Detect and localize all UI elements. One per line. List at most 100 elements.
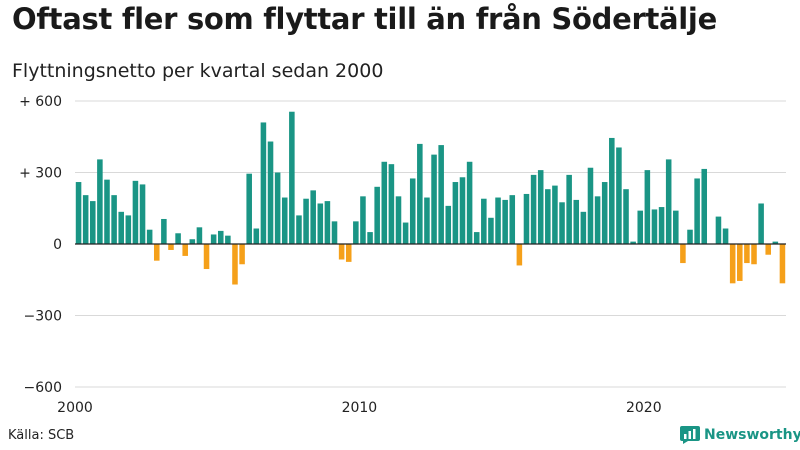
- bar: [324, 201, 331, 244]
- bar: [601, 182, 608, 244]
- bar: [424, 197, 430, 244]
- bar: [153, 244, 160, 261]
- bar: [744, 244, 750, 264]
- bar: [168, 244, 174, 250]
- y-tick-label: + 600: [19, 94, 62, 110]
- bar: [587, 167, 594, 244]
- bars-layer: [75, 111, 786, 285]
- bar: [381, 161, 388, 244]
- bar: [139, 184, 146, 244]
- bar: [701, 168, 708, 244]
- y-tick-label: −600: [24, 380, 62, 396]
- bar: [239, 244, 245, 265]
- bar: [623, 189, 629, 244]
- bar: [665, 159, 672, 244]
- source-note: Källa: SCB: [8, 428, 75, 443]
- bar: [466, 161, 473, 244]
- bar: [729, 244, 736, 284]
- bar: [722, 228, 729, 244]
- bar: [715, 216, 722, 244]
- bar: [473, 232, 480, 244]
- bar: [452, 182, 459, 244]
- bar: [445, 205, 452, 244]
- bar: [175, 233, 181, 244]
- bar: [111, 195, 117, 244]
- bar: [438, 145, 444, 244]
- bar: [502, 199, 508, 244]
- bar: [360, 196, 366, 244]
- y-tick-labels: + 600 + 300 0 −300 −600: [19, 94, 62, 396]
- bar: [573, 199, 580, 244]
- bar: [246, 173, 252, 244]
- bar: [758, 203, 764, 244]
- bar: [161, 218, 167, 244]
- bar: [651, 209, 658, 244]
- bar: [189, 239, 196, 244]
- bar: [417, 143, 423, 244]
- bar: [779, 244, 786, 284]
- bar: [509, 195, 516, 244]
- bar: [317, 203, 324, 244]
- bar: [516, 244, 523, 266]
- bar: [75, 182, 82, 244]
- bar: [367, 232, 373, 244]
- bar: [609, 137, 615, 244]
- x-tick-label: 2000: [57, 400, 93, 416]
- bar: [644, 170, 651, 244]
- bar: [196, 227, 203, 244]
- bar: [772, 241, 779, 244]
- bar: [694, 178, 700, 244]
- bar: [267, 141, 274, 244]
- bar: [253, 228, 260, 244]
- bar: [658, 207, 665, 244]
- bar: [353, 221, 359, 244]
- bar: [395, 196, 402, 244]
- bar: [289, 111, 295, 244]
- bar: [210, 234, 217, 244]
- bar: [104, 179, 110, 244]
- x-tick-label: 2020: [626, 400, 662, 416]
- bar: [687, 229, 693, 244]
- chart-subtitle: Flyttningsnetto per kvartal sedan 2000: [12, 60, 384, 82]
- bar: [580, 211, 587, 244]
- bar: [616, 147, 622, 244]
- bar: [217, 230, 224, 244]
- bar: [751, 244, 757, 265]
- bar: [97, 159, 103, 244]
- bar: [488, 217, 494, 244]
- bar: [545, 189, 551, 244]
- bar: [90, 201, 96, 244]
- bar: [566, 174, 572, 244]
- bar: [303, 198, 309, 244]
- bar: [82, 195, 89, 244]
- y-tick-label: −300: [24, 309, 62, 325]
- bar-chart: + 600 + 300 0 −300 −600 2000 2010 2020: [19, 94, 786, 416]
- bar: [409, 178, 416, 244]
- bar: [132, 180, 139, 244]
- bar: [530, 174, 537, 244]
- bar: [680, 244, 686, 264]
- bar: [765, 244, 771, 255]
- bar: [594, 196, 601, 244]
- bar: [281, 197, 288, 244]
- bar: [737, 244, 743, 281]
- bar: [459, 177, 466, 244]
- bar: [495, 197, 501, 244]
- bar: [203, 244, 210, 270]
- bar: [552, 185, 558, 244]
- chart-title: Oftast fler som flyttar till än från Söd…: [12, 2, 717, 36]
- bar: [125, 215, 132, 244]
- newsworthy-logo-icon: [680, 426, 700, 444]
- bar: [118, 211, 124, 244]
- bar: [345, 244, 352, 262]
- bar: [182, 244, 188, 256]
- brand-logo[interactable]: Newsworthy: [680, 426, 800, 444]
- bar: [296, 215, 302, 244]
- x-tick-labels: 2000 2010 2020: [57, 400, 661, 416]
- bar: [331, 221, 338, 244]
- bar: [537, 170, 544, 244]
- bar: [225, 235, 231, 244]
- bar: [402, 222, 409, 244]
- y-tick-label: + 300: [19, 166, 62, 182]
- bar: [260, 122, 267, 244]
